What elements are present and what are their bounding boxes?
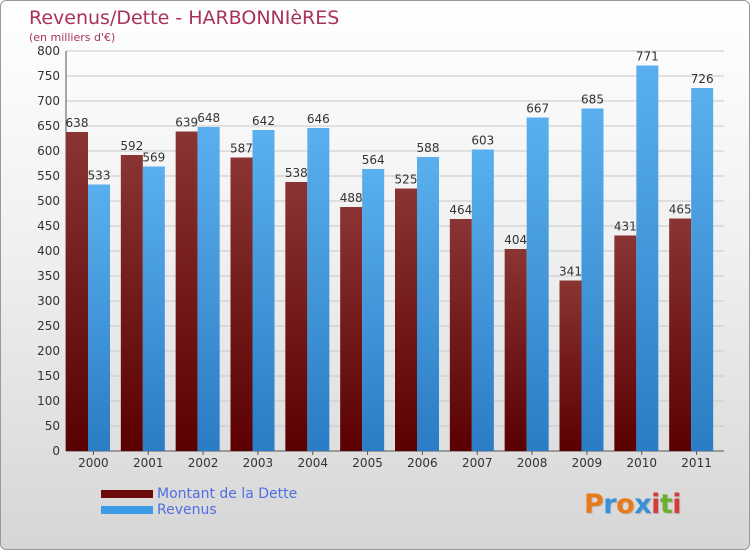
bar-revenus <box>88 184 110 451</box>
data-label-dette: 464 <box>449 203 472 217</box>
bar-revenus <box>526 117 549 451</box>
bar-revenus <box>307 128 330 451</box>
logo-letter: i <box>672 489 682 520</box>
x-tick-label: 2011 <box>681 456 712 470</box>
data-label-dette: 638 <box>66 116 89 130</box>
data-label-revenus: 642 <box>252 114 275 128</box>
bar-revenus <box>636 65 659 451</box>
data-label-dette: 431 <box>614 220 637 234</box>
bar-revenus <box>197 127 220 451</box>
logo-letter: r <box>603 489 617 520</box>
data-label-revenus: 569 <box>142 151 165 165</box>
bar-revenus <box>362 169 385 451</box>
bar-revenus <box>252 130 275 451</box>
data-label-revenus: 588 <box>417 141 440 155</box>
y-tick-label: 200 <box>37 344 60 358</box>
legend-swatch-revenus <box>101 506 153 514</box>
logo-letter: P <box>584 489 604 520</box>
logo-letter: t <box>659 489 673 520</box>
x-tick-label: 2003 <box>243 456 274 470</box>
y-tick-label: 250 <box>37 319 60 333</box>
logo-letter: i <box>651 489 660 520</box>
bar-dette <box>504 249 527 451</box>
proxiti-logo: Proxiti <box>584 489 682 520</box>
bar-dette <box>449 219 472 451</box>
x-tick-label: 2007 <box>462 456 493 470</box>
x-tick-label: 2002 <box>188 456 219 470</box>
bar-dette <box>669 218 692 451</box>
data-label-revenus: 648 <box>197 111 220 125</box>
y-tick-label: 100 <box>37 394 60 408</box>
data-label-dette: 639 <box>175 116 198 130</box>
x-tick-label: 2010 <box>626 456 657 470</box>
data-label-revenus: 646 <box>307 112 330 126</box>
y-tick-label: 300 <box>37 294 60 308</box>
y-tick-label: 0 <box>52 444 60 458</box>
x-tick-label: 2004 <box>297 456 328 470</box>
data-label-dette: 465 <box>669 203 692 217</box>
bar-revenus <box>417 157 439 451</box>
bar-dette <box>175 131 198 451</box>
data-label-revenus: 603 <box>471 134 494 148</box>
logo-letter: o <box>616 489 635 520</box>
data-label-revenus: 564 <box>362 153 385 167</box>
bar-dette <box>230 157 253 451</box>
y-tick-label: 600 <box>37 144 60 158</box>
bar-revenus <box>581 108 604 451</box>
y-tick-label: 500 <box>37 194 60 208</box>
x-tick-label: 2000 <box>78 456 109 470</box>
bar-revenus <box>691 88 714 451</box>
data-label-revenus: 685 <box>581 93 604 107</box>
legend-label-debt: Montant de la Dette <box>157 486 298 502</box>
y-tick-label: 150 <box>37 369 60 383</box>
data-label-revenus: 771 <box>636 50 659 64</box>
data-label-dette: 592 <box>120 139 143 153</box>
bar-dette <box>285 182 308 451</box>
data-label-revenus: 726 <box>691 72 714 86</box>
y-tick-label: 700 <box>37 94 60 108</box>
legend-label-revenus: Revenus <box>157 502 217 518</box>
data-label-revenus: 533 <box>88 169 111 183</box>
bar-dette <box>66 132 88 451</box>
chart-subtitle: (en milliers d'€) <box>29 31 116 44</box>
bar-dette <box>395 188 417 451</box>
bar-dette <box>120 155 143 451</box>
data-label-dette: 341 <box>559 265 582 279</box>
data-label-dette: 538 <box>285 166 308 180</box>
data-label-revenus: 667 <box>526 102 549 116</box>
x-tick-label: 2001 <box>133 456 164 470</box>
chart-title: Revenus/Dette - HARBONNIèRES <box>29 7 340 29</box>
y-tick-label: 750 <box>37 69 60 83</box>
y-tick-label: 800 <box>37 44 60 58</box>
data-label-dette: 525 <box>395 173 418 187</box>
bar-dette <box>559 280 582 451</box>
y-tick-label: 50 <box>45 419 60 433</box>
logo-letter: x <box>634 489 652 520</box>
bar-dette <box>340 207 363 451</box>
x-tick-label: 2006 <box>407 456 438 470</box>
x-tick-label: 2009 <box>572 456 603 470</box>
data-label-dette: 488 <box>340 191 363 205</box>
bar-revenus <box>471 149 494 451</box>
x-tick-label: 2005 <box>352 456 383 470</box>
legend-swatch-debt <box>101 490 153 498</box>
y-tick-label: 400 <box>37 244 60 258</box>
data-label-dette: 587 <box>230 142 253 156</box>
data-label-dette: 404 <box>504 233 527 247</box>
bar-revenus <box>142 166 165 451</box>
bar-dette <box>614 235 637 451</box>
y-tick-label: 550 <box>37 169 60 183</box>
y-tick-label: 650 <box>37 119 60 133</box>
x-tick-label: 2008 <box>517 456 548 470</box>
y-tick-label: 350 <box>37 269 60 283</box>
y-tick-label: 450 <box>37 219 60 233</box>
